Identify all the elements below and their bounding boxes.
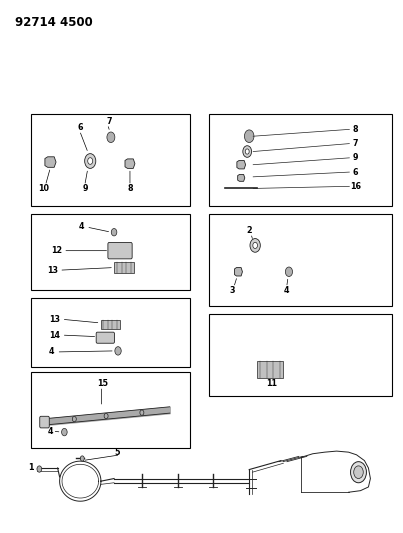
- Text: 92714 4500: 92714 4500: [15, 16, 92, 29]
- Circle shape: [245, 130, 254, 142]
- Circle shape: [354, 466, 363, 479]
- Circle shape: [37, 466, 42, 472]
- Circle shape: [250, 239, 260, 252]
- Circle shape: [85, 154, 96, 168]
- FancyBboxPatch shape: [108, 243, 132, 259]
- FancyBboxPatch shape: [40, 416, 49, 428]
- Circle shape: [88, 158, 93, 164]
- Polygon shape: [125, 159, 135, 168]
- Text: 4: 4: [48, 426, 53, 435]
- Circle shape: [80, 456, 84, 461]
- Polygon shape: [237, 160, 245, 169]
- Circle shape: [140, 410, 144, 415]
- Circle shape: [72, 416, 76, 422]
- Text: 3: 3: [230, 286, 235, 295]
- Circle shape: [107, 132, 115, 142]
- Text: 1: 1: [28, 464, 33, 472]
- Circle shape: [245, 149, 249, 154]
- Text: 4: 4: [284, 286, 290, 295]
- Bar: [31, 214, 189, 290]
- Text: 12: 12: [51, 246, 62, 255]
- Text: 4: 4: [49, 348, 54, 357]
- Circle shape: [351, 462, 366, 483]
- Text: 6: 6: [77, 123, 83, 132]
- Text: 7: 7: [106, 117, 112, 126]
- Bar: [101, 320, 120, 329]
- Bar: [210, 314, 392, 395]
- FancyBboxPatch shape: [96, 332, 114, 343]
- Text: 16: 16: [351, 182, 361, 191]
- Text: 8: 8: [128, 184, 134, 193]
- Polygon shape: [238, 174, 245, 181]
- Text: 14: 14: [49, 330, 60, 340]
- Circle shape: [285, 267, 293, 277]
- Text: 2: 2: [246, 226, 252, 235]
- Circle shape: [104, 414, 108, 418]
- Circle shape: [111, 229, 117, 236]
- Bar: [210, 214, 392, 306]
- Polygon shape: [45, 157, 56, 167]
- Circle shape: [253, 243, 258, 248]
- Circle shape: [62, 429, 67, 436]
- Polygon shape: [235, 268, 243, 276]
- Text: 6: 6: [353, 167, 358, 176]
- Text: 5: 5: [115, 448, 120, 457]
- Text: 8: 8: [353, 125, 358, 134]
- Text: 9: 9: [82, 184, 88, 193]
- Text: 13: 13: [47, 265, 58, 274]
- Circle shape: [115, 346, 121, 355]
- Bar: [31, 114, 189, 206]
- Text: 10: 10: [38, 184, 49, 193]
- Bar: [114, 262, 134, 273]
- Text: 7: 7: [353, 139, 358, 148]
- Text: 4: 4: [79, 222, 85, 231]
- Bar: [210, 114, 392, 206]
- Text: 9: 9: [353, 154, 358, 163]
- Bar: [257, 361, 283, 378]
- Text: 11: 11: [266, 379, 277, 388]
- Text: 13: 13: [49, 315, 60, 324]
- Bar: [31, 298, 189, 367]
- Bar: [31, 372, 189, 448]
- Text: 15: 15: [98, 379, 108, 388]
- Circle shape: [243, 146, 251, 157]
